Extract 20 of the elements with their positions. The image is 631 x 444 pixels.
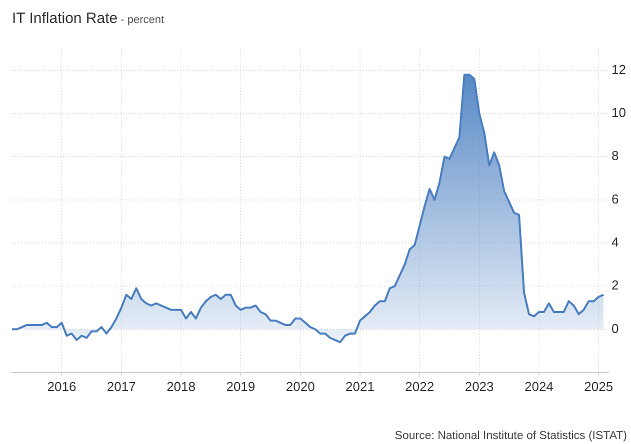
chart-title: IT Inflation Rate xyxy=(12,10,118,27)
x-tick-label: 2024 xyxy=(524,378,554,394)
y-tick-label: 6 xyxy=(612,191,619,206)
y-tick-label: 10 xyxy=(612,105,626,120)
x-tick-label: 2018 xyxy=(166,378,196,394)
y-tick-label: 0 xyxy=(612,320,619,336)
y-tick-label: 2 xyxy=(612,278,619,293)
x-tick-label: 2021 xyxy=(346,378,374,394)
y-tick-label: 8 xyxy=(612,148,619,164)
x-tick-label: 2023 xyxy=(464,378,494,394)
y-tick-label: 12 xyxy=(612,62,626,77)
x-tick-label: 2025 xyxy=(584,378,614,394)
x-tick-label: 2022 xyxy=(405,378,434,394)
x-tick-label: 2017 xyxy=(106,378,136,394)
x-tick-label: 2019 xyxy=(226,378,256,394)
source-note: Source: National Institute of Statistics (ISTAT) xyxy=(394,430,627,442)
x-tick-label: 2020 xyxy=(286,378,315,394)
y-tick-label: 4 xyxy=(612,234,619,250)
x-tick-label: 2016 xyxy=(47,378,76,394)
chart-subtitle: - percent xyxy=(120,14,164,26)
